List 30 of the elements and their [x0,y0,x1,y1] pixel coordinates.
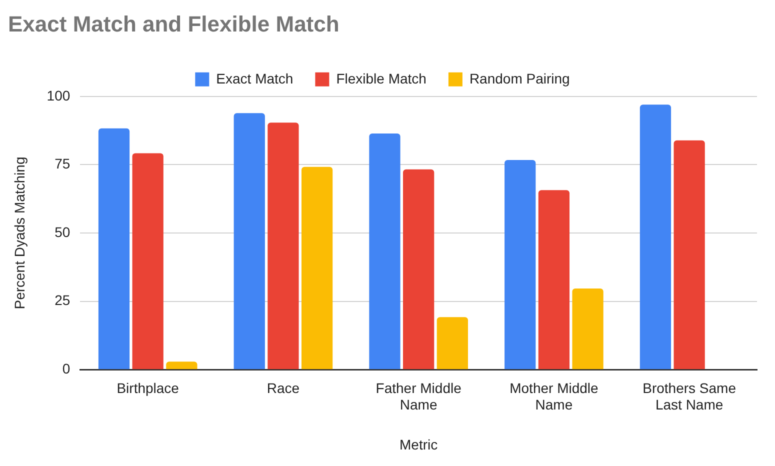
x-tick-label: Brothers Same Last Name [642,380,736,413]
bar [436,317,468,370]
bar [640,104,672,370]
bar [268,122,299,370]
y-tick-label: 0 [62,360,70,376]
bar [166,362,198,370]
y-axis-title: Percent Dyads Matching [11,156,28,310]
bar [538,190,570,370]
bar [369,134,400,370]
bar [674,140,705,370]
bar [132,153,164,370]
y-tick-label: 25 [54,292,70,308]
y-tick-label: 50 [54,224,70,240]
legend-label: Flexible Match [336,70,426,86]
x-axis-title: Metric [400,436,438,452]
x-tick-label: Birthplace [116,380,180,396]
y-tick-label: 75 [54,156,70,172]
x-tick-label: Father Middle Name [376,380,462,413]
bar [504,160,536,370]
bar [234,113,265,370]
x-tick-label: Race [266,380,300,396]
bar [98,128,130,370]
bar [301,166,333,370]
legend-label: Random Pairing [469,70,570,86]
legend-label: Exact Match [216,70,294,86]
bar [572,288,604,370]
x-tick-label: Mother Middle Name [510,380,599,413]
bar [403,169,434,370]
chart-title: Exact Match and Flexible Match [8,11,340,36]
y-tick-label: 100 [46,87,70,104]
